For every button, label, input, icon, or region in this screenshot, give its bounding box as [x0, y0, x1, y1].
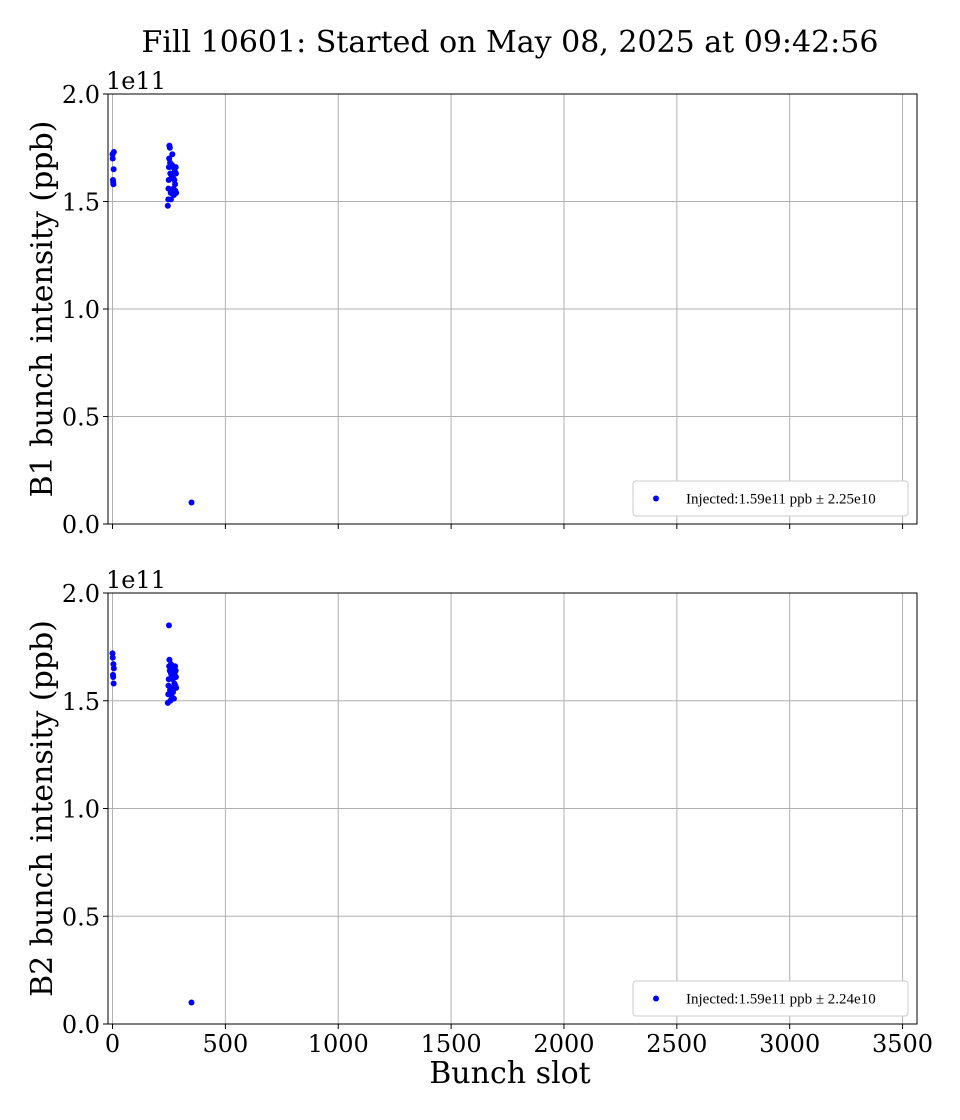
data-point	[167, 196, 174, 203]
y-tick-label: 1.0	[62, 296, 100, 324]
x-tick-label: 2500	[646, 1030, 707, 1058]
x-tick-label: 1500	[421, 1030, 482, 1058]
y-tick-label: 1.5	[62, 189, 100, 217]
data-point	[165, 622, 172, 629]
data-point	[172, 181, 179, 188]
y-offset-label: 1e11	[106, 566, 166, 594]
data-point	[109, 155, 116, 162]
legend-frame	[632, 480, 909, 517]
data-series	[109, 622, 195, 1006]
data-point	[188, 999, 195, 1006]
data-series	[109, 142, 195, 506]
data-point	[173, 189, 180, 196]
data-point	[110, 680, 117, 687]
legend-marker	[653, 495, 659, 502]
y-tick-label: 0.5	[62, 404, 100, 432]
y-tick-label: 1.0	[62, 796, 100, 824]
data-point	[170, 695, 177, 702]
data-point	[109, 650, 116, 657]
data-point	[169, 151, 176, 158]
legend-label: Injected:1.59e11 ppb ± 2.24e10	[686, 992, 876, 1008]
x-tick-label: 1000	[308, 1030, 369, 1058]
panel-1: 0.0 0.5 1.0 1.5 2.0 1e11 B1 bunch intensity (p…	[25, 67, 918, 539]
legend-frame	[632, 980, 909, 1017]
y-tick-label: 0.5	[62, 903, 100, 931]
y-tick-label: 0.0	[62, 511, 100, 539]
data-point	[109, 654, 116, 661]
data-point	[110, 665, 117, 672]
data-point	[188, 499, 195, 506]
data-point	[110, 674, 117, 681]
legend-label: Injected:1.59e11 ppb ± 2.25e10	[686, 492, 876, 508]
y-tick-label: 2.0	[62, 81, 100, 109]
data-point	[166, 144, 173, 151]
data-point	[173, 684, 180, 691]
data-point	[110, 166, 117, 173]
chart-title: Fill 10601: Started on May 08, 2025 at 0…	[142, 25, 879, 60]
x-tick-label: 500	[202, 1030, 248, 1058]
legend: Injected:1.59e11 ppb ± 2.24e10	[632, 980, 909, 1017]
x-tick-label: 0	[105, 1030, 120, 1058]
data-point	[172, 164, 179, 171]
x-tick-label: 3000	[759, 1030, 820, 1058]
x-tick-label: 3500	[872, 1030, 933, 1058]
panel-2: 0 500 1000 1500 2000 2500 3000 3500 0.0 0.5 1.0 1.5…	[25, 566, 933, 1058]
y-tick-label: 0.0	[62, 1011, 100, 1039]
legend: Injected:1.59e11 ppb ± 2.25e10	[632, 480, 909, 517]
data-point	[110, 181, 117, 188]
data-point	[172, 170, 179, 177]
data-point	[170, 689, 177, 696]
y-axis-label: B1 bunch intensity (ppb)	[25, 121, 60, 498]
data-point	[172, 667, 179, 674]
y-axis-label: B2 bunch intensity (ppb)	[25, 620, 60, 997]
data-point	[110, 149, 117, 156]
y-tick-label: 1.5	[62, 688, 100, 716]
x-axis-label: Bunch slot	[429, 1056, 590, 1091]
legend-marker	[653, 995, 659, 1002]
y-tick-label: 2.0	[62, 580, 100, 608]
y-offset-label: 1e11	[106, 67, 166, 95]
data-point	[164, 202, 171, 209]
data-point	[172, 674, 179, 681]
x-tick-label: 2000	[533, 1030, 594, 1058]
